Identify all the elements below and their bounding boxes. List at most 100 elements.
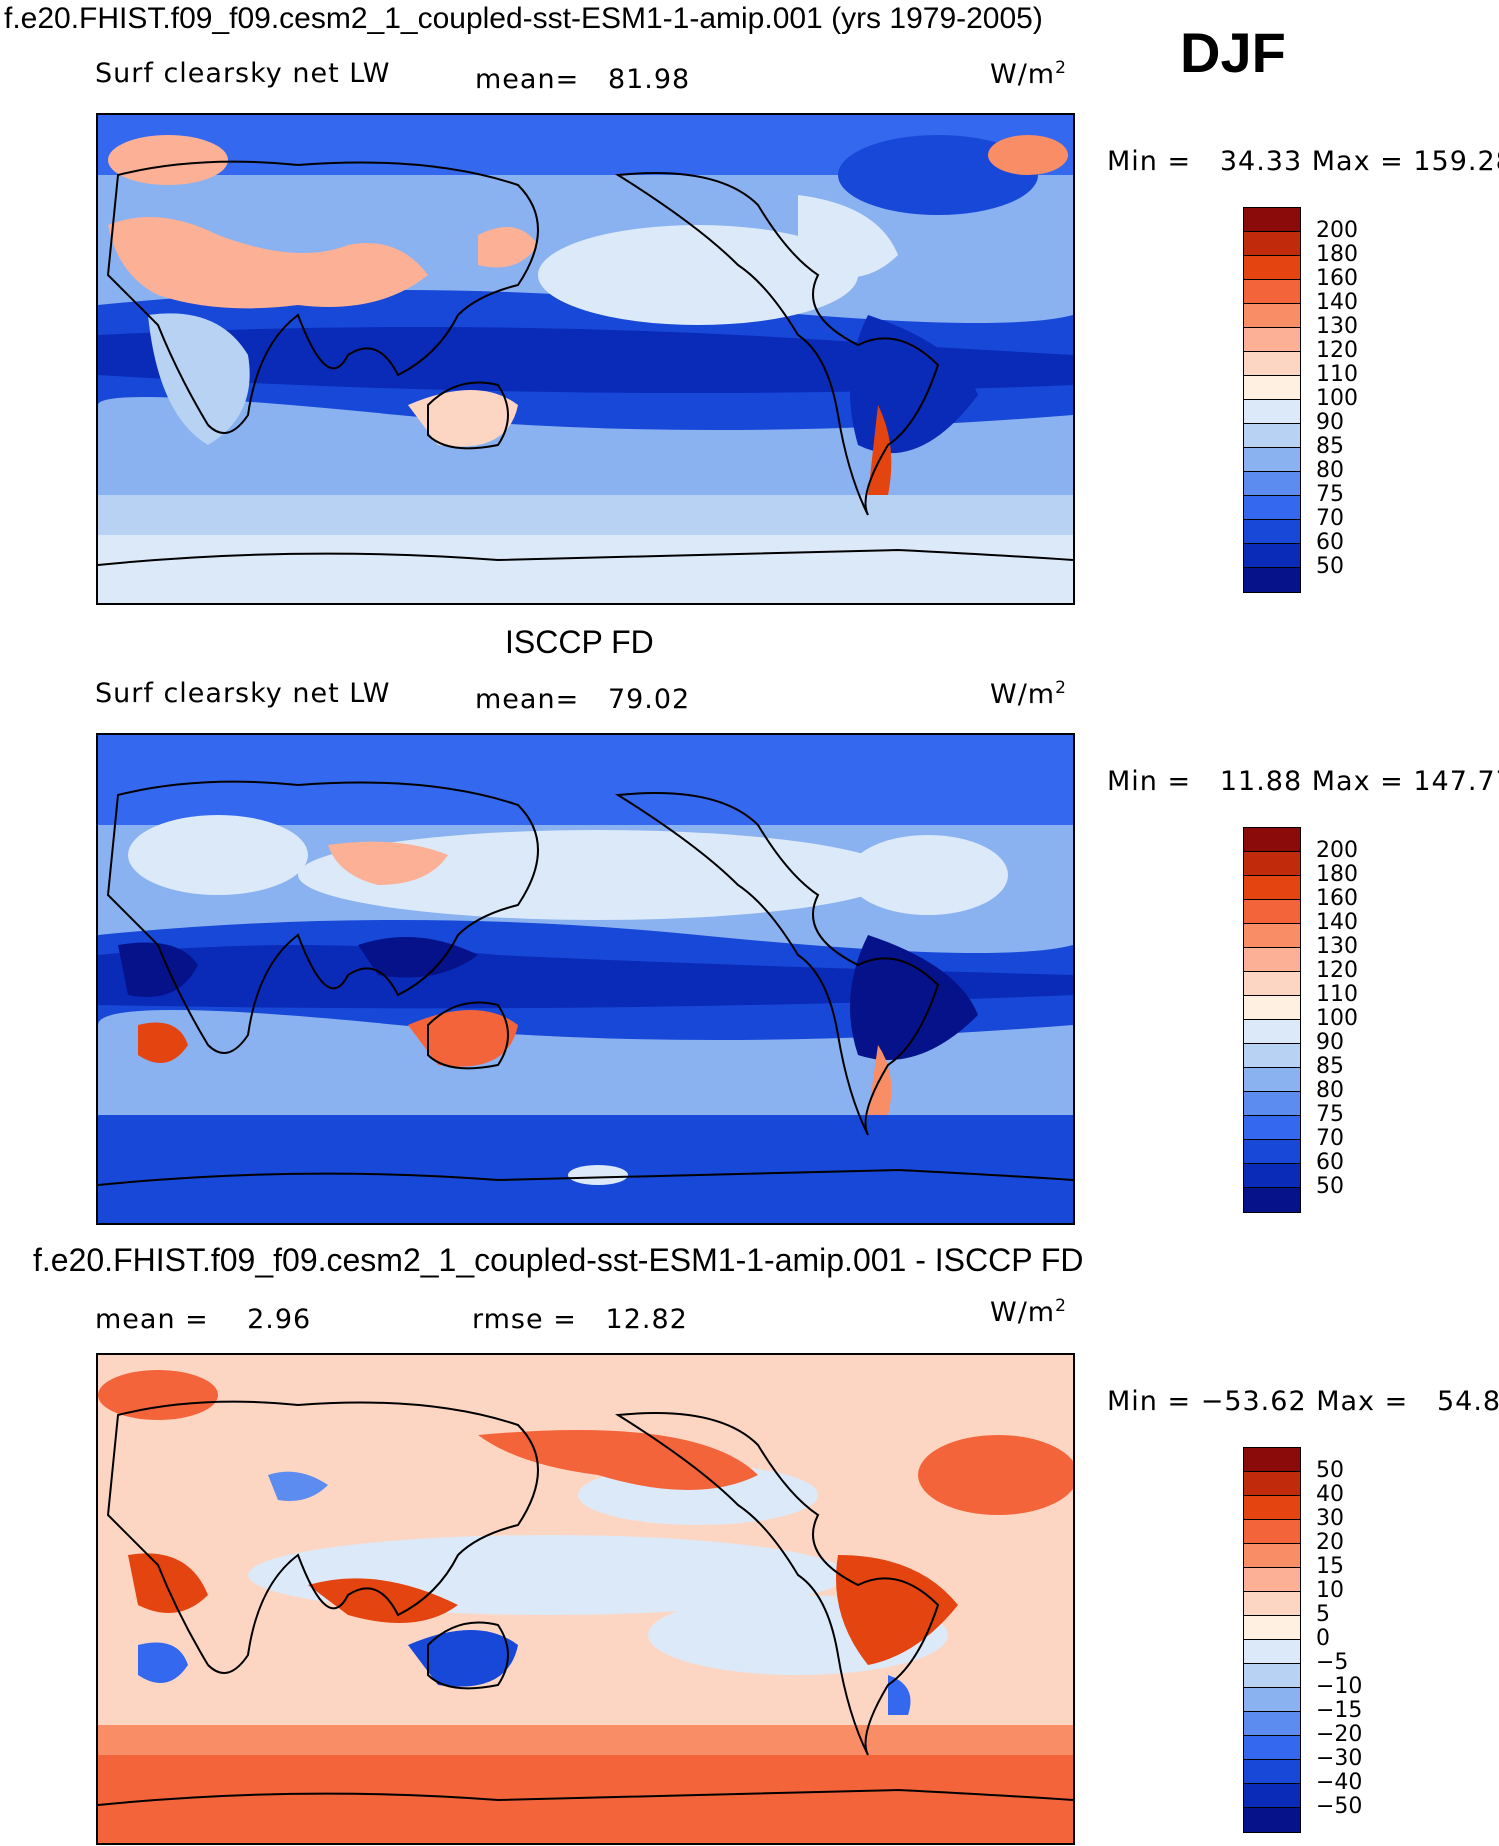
- colorbar-swatch: [1244, 1808, 1300, 1832]
- colorbar-swatch: [1244, 1044, 1300, 1068]
- colorbar-label: 80: [1316, 458, 1344, 483]
- colorbar-swatch: [1244, 1092, 1300, 1116]
- colorbar-label: 70: [1316, 1126, 1344, 1151]
- colorbar-label: 75: [1316, 1102, 1344, 1127]
- colorbar-swatch: [1244, 1712, 1300, 1736]
- colorbar-swatch: [1244, 1472, 1300, 1496]
- colorbar-label: −20: [1316, 1722, 1363, 1747]
- panel2-minmax: Min = 11.88 Max = 147.77: [1107, 766, 1499, 797]
- colorbar-label: 0: [1316, 1626, 1330, 1651]
- colorbar-label: 120: [1316, 338, 1358, 363]
- colorbar-swatch: [1244, 208, 1300, 232]
- colorbar-label: 180: [1316, 862, 1358, 887]
- colorbar-swatch: [1244, 1616, 1300, 1640]
- colorbar-swatch: [1244, 1116, 1300, 1140]
- colorbar-swatch: [1244, 1784, 1300, 1808]
- colorbar-swatch: [1244, 496, 1300, 520]
- colorbar-swatch: [1244, 448, 1300, 472]
- panel3-map: [96, 1353, 1075, 1845]
- colorbar-swatch: [1244, 568, 1300, 592]
- panel2-heading: ISCCP FD: [505, 624, 654, 660]
- panel1-variable: Surf clearsky net LW: [95, 58, 391, 89]
- panel1-units: W/m2: [990, 58, 1067, 90]
- colorbar-label: 130: [1316, 934, 1358, 959]
- colorbar-label: 100: [1316, 1006, 1358, 1031]
- colorbar-label: 120: [1316, 958, 1358, 983]
- colorbar-swatch: [1244, 1664, 1300, 1688]
- panel3-mean: mean = 2.96: [95, 1304, 312, 1335]
- colorbar-label: 50: [1316, 1458, 1344, 1483]
- colorbar-label: 5: [1316, 1602, 1330, 1627]
- colorbar-label: 70: [1316, 506, 1344, 531]
- colorbar-swatch: [1244, 1188, 1300, 1212]
- colorbar-label: 50: [1316, 554, 1344, 579]
- colorbar-swatch: [1244, 1688, 1300, 1712]
- colorbar-swatch: [1244, 1020, 1300, 1044]
- panel2-variable: Surf clearsky net LW: [95, 678, 391, 709]
- colorbar-swatch: [1244, 1544, 1300, 1568]
- colorbar-label: −15: [1316, 1698, 1363, 1723]
- colorbar-swatch: [1244, 544, 1300, 568]
- colorbar-swatch: [1244, 256, 1300, 280]
- panel3-colorbar: [1243, 1447, 1301, 1833]
- colorbar-label: 85: [1316, 434, 1344, 459]
- colorbar-swatch: [1244, 304, 1300, 328]
- colorbar-label: 160: [1316, 886, 1358, 911]
- colorbar-swatch: [1244, 520, 1300, 544]
- panel2-units: W/m2: [990, 678, 1067, 710]
- colorbar-label: 110: [1316, 362, 1358, 387]
- panel3-rmse: rmse = 12.82: [472, 1304, 688, 1335]
- colorbar-swatch: [1244, 1640, 1300, 1664]
- colorbar-swatch: [1244, 400, 1300, 424]
- colorbar-label: −5: [1316, 1650, 1349, 1675]
- colorbar-label: −30: [1316, 1746, 1363, 1771]
- colorbar-swatch: [1244, 1520, 1300, 1544]
- colorbar-label: 75: [1316, 482, 1344, 507]
- colorbar-swatch: [1244, 1164, 1300, 1188]
- colorbar-swatch: [1244, 232, 1300, 256]
- colorbar-swatch: [1244, 1760, 1300, 1784]
- colorbar-swatch: [1244, 1568, 1300, 1592]
- panel1-map: [96, 113, 1075, 605]
- colorbar-swatch: [1244, 1068, 1300, 1092]
- colorbar-swatch: [1244, 376, 1300, 400]
- colorbar-label: 60: [1316, 1150, 1344, 1175]
- panel2-mean: mean= 79.02: [475, 684, 691, 715]
- colorbar-swatch: [1244, 900, 1300, 924]
- colorbar-swatch: [1244, 1736, 1300, 1760]
- panel1-mean: mean= 81.98: [475, 64, 691, 95]
- panel3-heading: f.e20.FHIST.f09_f09.cesm2_1_coupled-sst-…: [33, 1242, 1084, 1278]
- panel3-units: W/m2: [990, 1296, 1067, 1328]
- colorbar-label: 10: [1316, 1578, 1344, 1603]
- colorbar-label: 50: [1316, 1174, 1344, 1199]
- colorbar-label: 60: [1316, 530, 1344, 555]
- panel2-colorbar: [1243, 827, 1301, 1213]
- colorbar-label: 90: [1316, 410, 1344, 435]
- colorbar-label: 30: [1316, 1506, 1344, 1531]
- colorbar-swatch: [1244, 1448, 1300, 1472]
- colorbar-label: 140: [1316, 290, 1358, 315]
- colorbar-swatch: [1244, 1140, 1300, 1164]
- colorbar-swatch: [1244, 876, 1300, 900]
- panel2-map: [96, 733, 1075, 1225]
- panel1-colorbar: [1243, 207, 1301, 593]
- colorbar-label: −40: [1316, 1770, 1363, 1795]
- colorbar-swatch: [1244, 924, 1300, 948]
- colorbar-swatch: [1244, 828, 1300, 852]
- colorbar-swatch: [1244, 1496, 1300, 1520]
- colorbar-label: 200: [1316, 838, 1358, 863]
- colorbar-label: −50: [1316, 1794, 1363, 1819]
- colorbar-label: 130: [1316, 314, 1358, 339]
- colorbar-label: −10: [1316, 1674, 1363, 1699]
- colorbar-label: 200: [1316, 218, 1358, 243]
- colorbar-swatch: [1244, 852, 1300, 876]
- colorbar-swatch: [1244, 328, 1300, 352]
- colorbar-swatch: [1244, 280, 1300, 304]
- colorbar-swatch: [1244, 1592, 1300, 1616]
- colorbar-swatch: [1244, 996, 1300, 1020]
- colorbar-label: 140: [1316, 910, 1358, 935]
- colorbar-label: 90: [1316, 1030, 1344, 1055]
- colorbar-label: 15: [1316, 1554, 1344, 1579]
- season-label: DJF: [1180, 21, 1286, 84]
- colorbar-label: 160: [1316, 266, 1358, 291]
